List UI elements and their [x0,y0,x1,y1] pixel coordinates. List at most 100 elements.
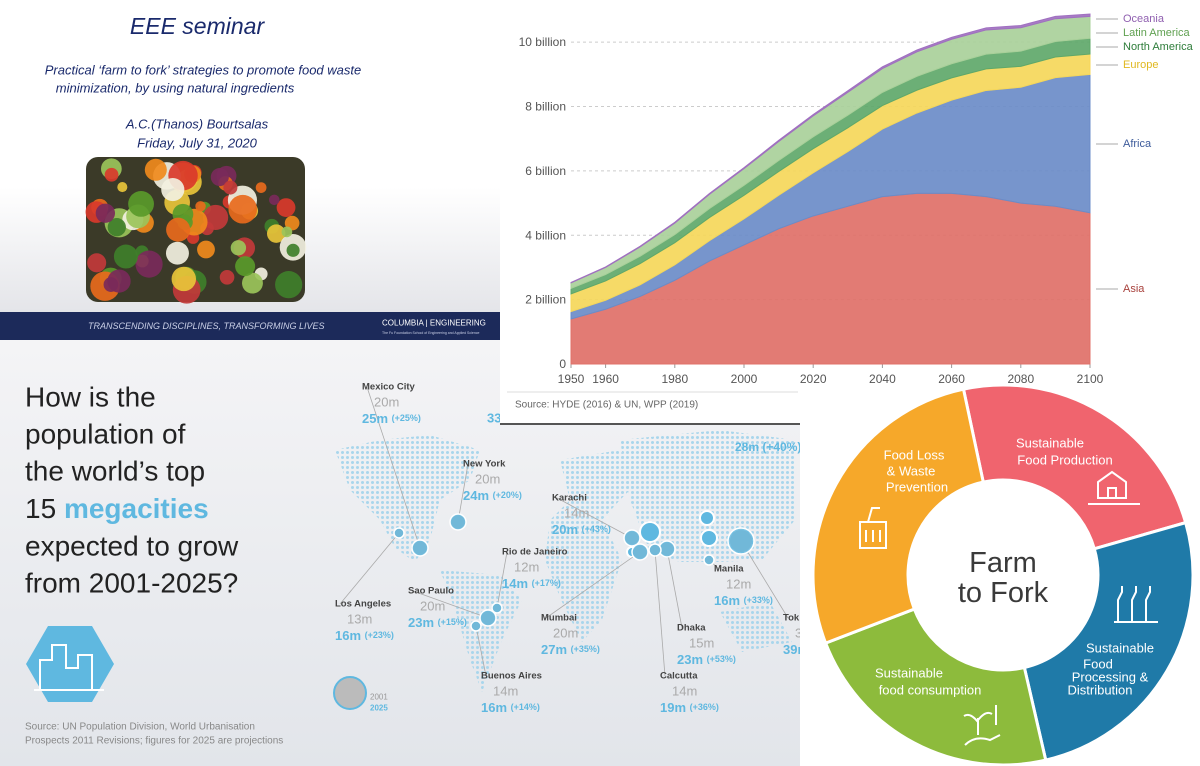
pop-2025: 23m [677,652,703,667]
source-line: Prospects 2011 Revisions; figures for 20… [25,736,283,747]
question-line: 15 megacities [25,493,209,524]
city-pop-2001: 20m [420,599,445,614]
city-pop-2025: 23m (+53%) [677,652,736,667]
vegetable [286,243,300,257]
city-dot-2025 [479,609,497,627]
x-tick-label: 2100 [1077,372,1104,386]
pop-2025: 24m [463,488,489,503]
city-pop-2025: 25m (+25%) [362,411,421,426]
vegetable [235,256,256,277]
city-dot [639,521,661,543]
city-pop-2001: 13m [347,612,372,627]
city-name: Mexico City [362,382,416,393]
growth: (+36%) [690,702,719,712]
slide-title: EEE seminar [130,13,266,39]
city-name: Buenos Aires [481,671,542,682]
leader-line [475,625,487,677]
segment-label: Sustainable [875,666,943,681]
segment-label: Sustainable [1086,641,1154,656]
bottles-icon [1114,586,1158,623]
x-tick-label: 2020 [800,372,827,386]
city-pop-2025: 16m (+14%) [481,700,540,715]
city-pop-2001: 14m [564,506,589,521]
city-pop-2025: 19m (+36%) [660,700,719,715]
donut-segment [1022,520,1195,762]
growth: (+33%) [744,595,773,605]
city-pop-2025: 23m (+15%) [408,615,467,630]
partial-label: 28m (+40%) [735,440,801,454]
barn-icon [1088,470,1140,505]
vegetable [255,182,267,193]
city-pop-2025: 24m (+20%) [463,488,522,503]
segment-label: Prevention [886,480,948,495]
segment-label: Processing & [1072,670,1149,685]
vegetable [266,224,286,243]
vegetable [230,240,247,256]
segment-label: & Waste [887,464,936,479]
city-name: Calcutta [660,671,698,682]
city-name: New York [463,459,506,470]
area-series [570,13,1091,284]
city-pop-2001: 12m [726,577,751,592]
x-tick-label: 2060 [938,372,965,386]
question-line: How is the [25,382,156,413]
city-name: Los Angeles [335,599,391,610]
leader-line [666,548,683,629]
vegetable [117,182,128,193]
slide-author: A.C.(Thanos) Bourtsalas [125,117,269,132]
pop-2025: 19m [660,700,686,715]
leader-line [412,590,489,619]
vegetable [161,177,185,202]
legend-label: 2001 [370,693,388,702]
pop-2025: 20m [552,522,578,537]
pop-2025: 27m [541,642,567,657]
vegetable [113,244,138,269]
vegetable [284,215,300,231]
city-dot [699,510,715,526]
vegetable [135,250,163,278]
vegetable [195,201,206,212]
city-pop-2001: 12m [514,560,539,575]
city-name: Manila [714,564,744,575]
x-tick-label: 1950 [558,372,585,386]
donut-segment [811,387,986,646]
logo-subtitle: The Fu Foundation School of Engineering … [382,331,480,335]
city-pop-2025: 16m (+23%) [335,628,394,643]
city-dot-2025 [449,513,467,531]
segment-label: Food [1083,657,1113,672]
vegetable [219,270,235,285]
vegetable [95,203,116,223]
pop-2025: 16m [335,628,361,643]
slide-tagline: TRANSCENDING DISCIPLINES, TRANSFORMING L… [88,321,325,331]
pop-2025: 23m [408,615,434,630]
city-pop-2001: 20m [374,395,399,410]
farm-title: to Fork [958,577,1049,609]
growth: (+53%) [707,654,736,664]
city-name: Mumbai [541,613,577,624]
vegetable [144,158,167,181]
city-pop-2001: 15m [689,636,714,651]
city-name: Karachi [552,493,587,504]
legend-label: 2025 [370,704,388,713]
segment-icons [859,470,1158,746]
vegetable [107,269,131,293]
legend-2001 [333,676,367,710]
growth: (+14%) [511,702,540,712]
city-dot-2025 [491,602,503,614]
partial-label: 33 [487,411,501,426]
leader-line [740,540,789,619]
slide-subtitle: minimization, by using natural ingredien… [56,81,295,96]
city-pop-2025: 27m (+35%) [541,642,600,657]
source-line: Source: UN Population Division, World Ur… [25,722,255,733]
y-tick-label: 6 billion [525,164,566,178]
growth: (+23%) [365,630,394,640]
legend-label: North America [1123,41,1194,53]
x-tick-label: 1960 [592,372,619,386]
legend-label: Oceania [1123,13,1165,25]
city-pop-2001: 14m [493,684,518,699]
vegetable [128,190,154,217]
logo: COLUMBIA | ENGINEERING [382,319,486,328]
growth: (+43%) [582,524,611,534]
vegetable [104,167,119,182]
donut-center [910,482,1096,668]
